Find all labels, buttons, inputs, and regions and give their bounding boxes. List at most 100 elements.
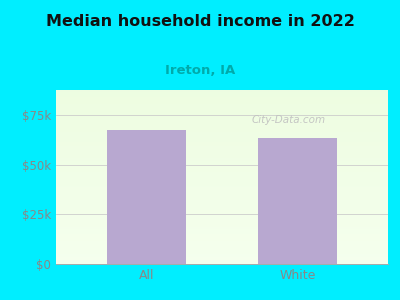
Bar [56,177,388,179]
Bar [107,130,186,264]
Bar [56,116,388,118]
Bar [56,161,388,163]
Bar [56,90,388,92]
Bar [56,170,388,172]
Bar [56,250,388,252]
Bar [56,201,388,203]
Bar [56,127,388,128]
Bar [56,254,388,255]
Bar [56,163,388,165]
Bar [56,198,388,200]
Bar [56,167,388,168]
Bar [56,207,388,208]
Bar [56,132,388,134]
Bar [56,149,388,151]
Bar [56,125,388,127]
Bar [56,255,388,257]
Bar [56,99,388,100]
Text: Median household income in 2022: Median household income in 2022 [46,14,354,28]
Bar [56,144,388,146]
Bar [56,118,388,120]
Bar [56,92,388,94]
Bar [56,184,388,186]
Bar [56,226,388,227]
Bar [56,97,388,99]
Bar [56,233,388,234]
Bar [56,194,388,196]
Bar [56,193,388,194]
Bar [56,240,388,242]
Bar [56,182,388,184]
Bar [56,173,388,175]
Bar [56,242,388,243]
Bar [56,257,388,259]
Bar [56,181,388,182]
Bar [56,196,388,198]
Bar [56,111,388,112]
Bar [56,134,388,135]
Bar [56,104,388,106]
Bar [56,215,388,217]
Bar [56,260,388,262]
Bar [56,188,388,189]
Bar [56,245,388,247]
Bar [56,224,388,226]
Bar [56,172,388,173]
Bar [56,109,388,111]
Bar [56,139,388,140]
Bar [56,128,388,130]
Bar [56,200,388,201]
Bar [56,154,388,156]
Bar [56,123,388,125]
Bar [56,114,388,116]
Bar [56,186,388,188]
Bar [56,222,388,224]
Bar [56,229,388,231]
Bar [56,191,388,193]
Bar [56,219,388,220]
Bar [56,142,388,144]
Bar [56,165,388,167]
Bar [56,140,388,142]
Bar [56,137,388,139]
Bar [56,151,388,153]
Bar [56,234,388,236]
Bar [56,227,388,229]
Bar [56,106,388,107]
Bar [258,138,337,264]
Bar [56,95,388,97]
Bar [56,248,388,250]
Bar [56,135,388,137]
Bar [56,147,388,149]
Bar [56,160,388,161]
Bar [56,262,388,264]
Bar [56,156,388,158]
Bar [56,146,388,147]
Bar [56,102,388,104]
Bar [56,168,388,170]
Bar [56,220,388,222]
Bar [56,238,388,240]
Bar [56,212,388,214]
Bar [56,100,388,102]
Bar [56,203,388,205]
Bar [56,158,388,160]
Bar [56,112,388,114]
Bar [56,214,388,215]
Bar [56,94,388,95]
Bar [56,217,388,219]
Bar [56,121,388,123]
Bar [56,208,388,210]
Bar [56,175,388,177]
Bar [56,130,388,132]
Bar [56,231,388,233]
Bar [56,205,388,207]
Bar [56,189,388,191]
Bar [56,243,388,245]
Text: Ireton, IA: Ireton, IA [165,64,235,77]
Bar [56,210,388,212]
Bar [56,120,388,121]
Text: City-Data.com: City-Data.com [251,115,326,124]
Bar [56,259,388,260]
Bar [56,107,388,109]
